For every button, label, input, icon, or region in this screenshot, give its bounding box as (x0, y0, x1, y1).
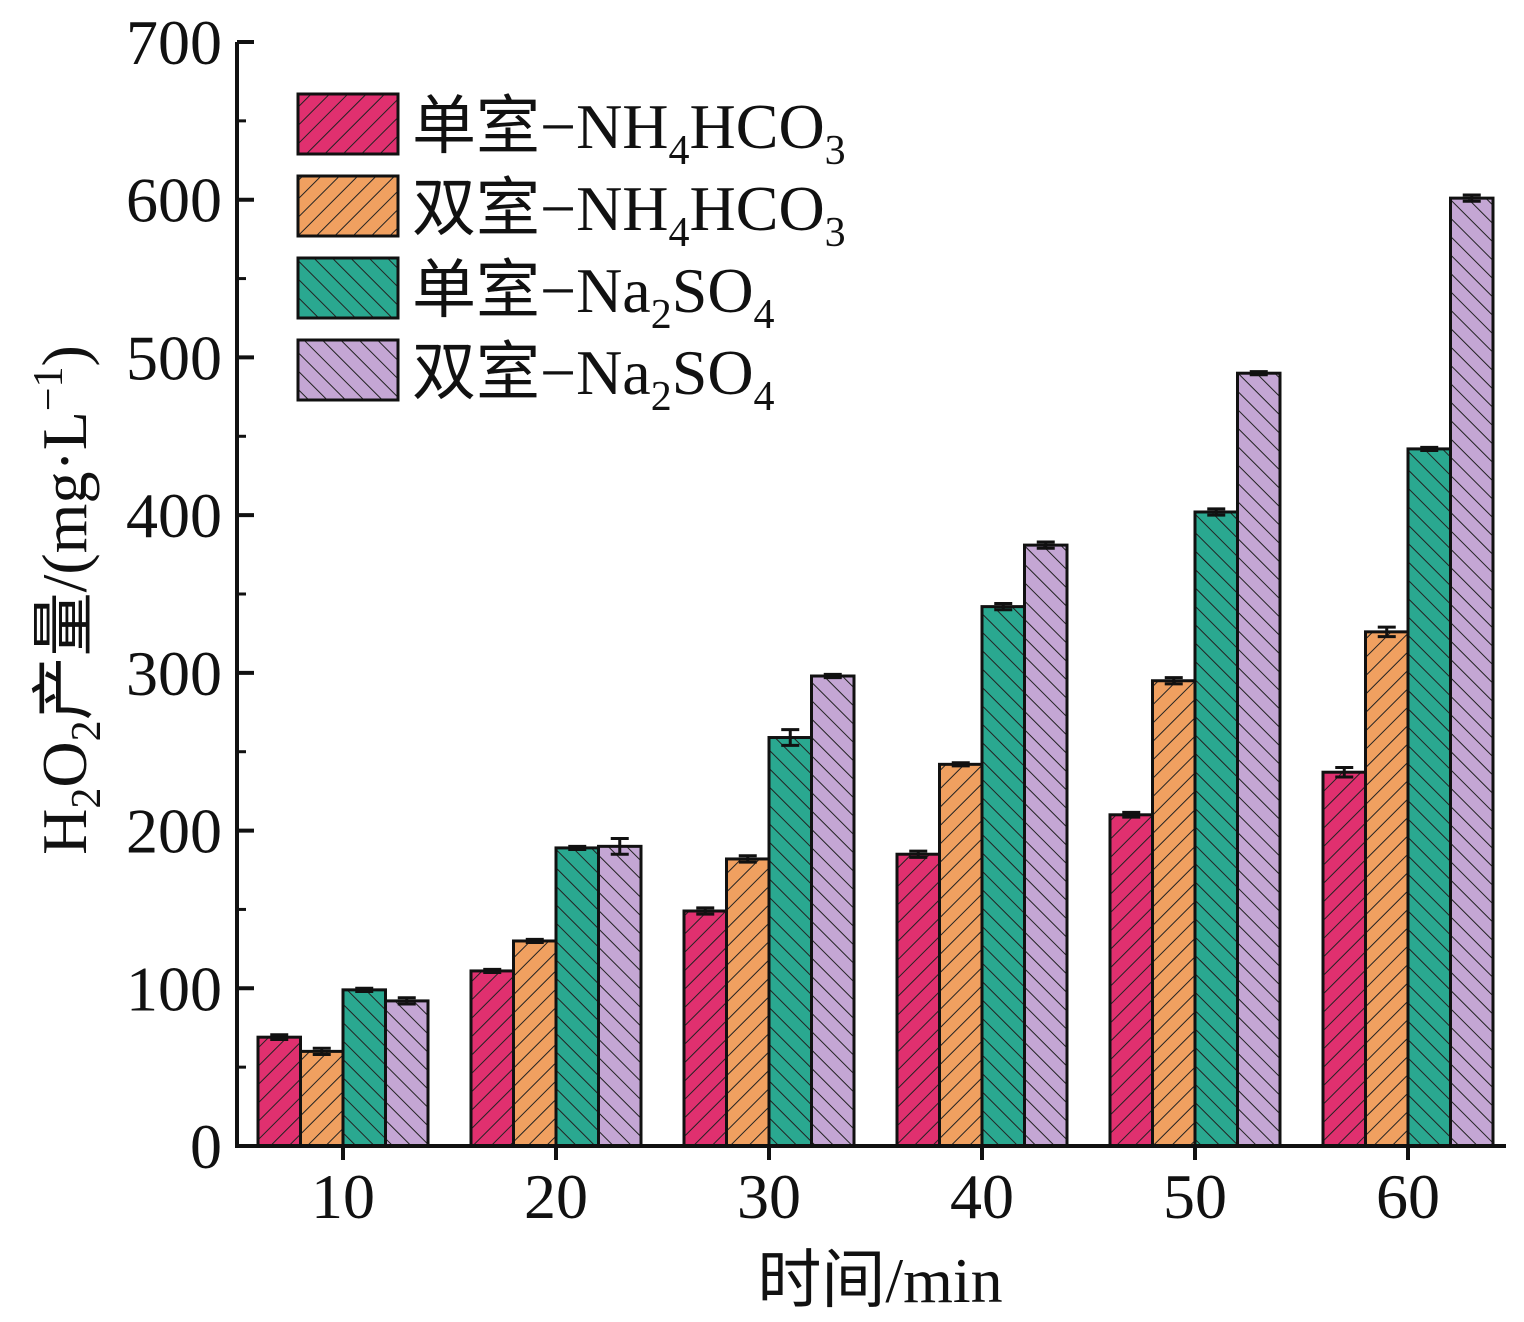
bar-50-series-2 (1151, 679, 1197, 1148)
bar-10-series-3 (341, 988, 387, 1148)
error-bar-30-series-2 (738, 854, 757, 864)
error-bar-40-series-3 (994, 601, 1013, 612)
y-tick-label: 500 (126, 322, 222, 393)
legend-label: 双室−Na2SO4 (412, 337, 775, 420)
bar-40-series-3 (980, 605, 1026, 1148)
error-bar-20-series-4 (610, 836, 629, 856)
x-tick-label: 60 (1376, 1161, 1440, 1232)
x-tick-label: 10 (311, 1161, 375, 1232)
y-label-end: ) (29, 345, 100, 366)
error-bar-50-series-2 (1164, 676, 1183, 686)
legend-swatch (296, 174, 400, 238)
legend-label: 双室−NH4HCO3 (412, 173, 846, 256)
legend-label: 单室−Na2SO4 (412, 255, 775, 338)
error-bar-60-series-3 (1420, 445, 1439, 452)
legend-swatch (296, 92, 400, 156)
error-bar-10-series-2 (312, 1046, 331, 1057)
y-label-sub1: 2 (64, 788, 110, 809)
error-bars (270, 193, 1481, 1057)
bar-30-series-1 (682, 909, 728, 1148)
y-tick-label: 700 (126, 7, 222, 78)
error-bar-40-series-4 (1036, 540, 1055, 550)
y-label-sub2: 2 (64, 720, 110, 741)
error-bar-10-series-3 (355, 986, 374, 993)
bar-40-series-1 (895, 852, 941, 1148)
y-tick-label: 0 (190, 1111, 222, 1182)
legend-item-2: 双室−NH4HCO3 (296, 173, 846, 256)
bar-20-series-3 (554, 846, 600, 1148)
error-bar-40-series-2 (951, 761, 970, 768)
bar-60-series-3 (1406, 447, 1452, 1148)
bar-30-series-3 (767, 736, 813, 1148)
bar-60-series-2 (1364, 630, 1410, 1148)
bar-30-series-2 (725, 857, 771, 1148)
bar-20-series-4 (597, 844, 643, 1148)
bar-20-series-1 (469, 969, 515, 1148)
error-bar-50-series-4 (1249, 370, 1268, 377)
bar-60-series-1 (1321, 770, 1367, 1148)
bar-60-series-4 (1449, 196, 1495, 1148)
y-label-mid: O (29, 741, 100, 787)
bar-30-series-4 (810, 674, 856, 1148)
bar-10-series-4 (384, 999, 430, 1148)
error-bar-10-series-4 (397, 996, 416, 1006)
y-label-rest: 产量/(mg·L (29, 411, 100, 720)
x-ticks: 10 20 30 40 50 60 (311, 1146, 1440, 1232)
bar-10-series-2 (299, 1049, 345, 1148)
error-bar-10-series-1 (270, 1033, 289, 1042)
error-bar-30-series-1 (696, 906, 715, 916)
bar-40-series-4 (1023, 543, 1069, 1148)
error-bar-60-series-1 (1335, 765, 1354, 779)
x-tick-label: 40 (950, 1161, 1014, 1232)
y-ticks: 0 100 200 300 400 500 600 700 (126, 7, 254, 1182)
legend-item-4: 双室−Na2SO4 (296, 337, 775, 420)
y-axis-label: H2O2产量/(mg·L−1) (26, 345, 110, 855)
y-tick-label: 100 (126, 953, 222, 1024)
bar-40-series-2 (938, 762, 984, 1148)
y-tick-label: 300 (126, 638, 222, 709)
error-bar-30-series-3 (781, 728, 800, 747)
legend-swatch (296, 256, 400, 320)
x-axis-label: 时间/min (757, 1245, 1002, 1316)
x-tick-label: 50 (1163, 1161, 1227, 1232)
legend-swatch (296, 338, 400, 402)
bar-10-series-1 (256, 1035, 302, 1148)
y-label-sup: −1 (26, 366, 72, 411)
bar-20-series-2 (512, 939, 558, 1148)
bars (256, 196, 1495, 1148)
legend-item-3: 单室−Na2SO4 (296, 255, 775, 338)
error-bar-50-series-3 (1207, 507, 1226, 517)
bar-50-series-4 (1236, 371, 1282, 1148)
y-tick-label: 600 (126, 165, 222, 236)
bar-50-series-3 (1193, 510, 1239, 1148)
y-tick-label: 400 (126, 480, 222, 551)
y-tick-label: 200 (126, 796, 222, 867)
error-bar-30-series-4 (823, 672, 842, 680)
error-bar-20-series-1 (483, 967, 502, 975)
error-bar-60-series-2 (1377, 625, 1396, 639)
x-tick-label: 30 (737, 1161, 801, 1232)
error-bar-40-series-1 (909, 849, 928, 859)
error-bar-20-series-3 (568, 844, 587, 851)
legend-label: 单室−NH4HCO3 (412, 91, 846, 174)
x-tick-label: 20 (524, 1161, 588, 1232)
error-bar-60-series-4 (1462, 193, 1481, 203)
error-bar-50-series-1 (1122, 810, 1141, 819)
bar-50-series-1 (1108, 813, 1154, 1148)
y-label-base: H (29, 809, 100, 855)
legend-item-1: 单室−NH4HCO3 (296, 91, 846, 174)
error-bar-20-series-2 (525, 937, 544, 945)
